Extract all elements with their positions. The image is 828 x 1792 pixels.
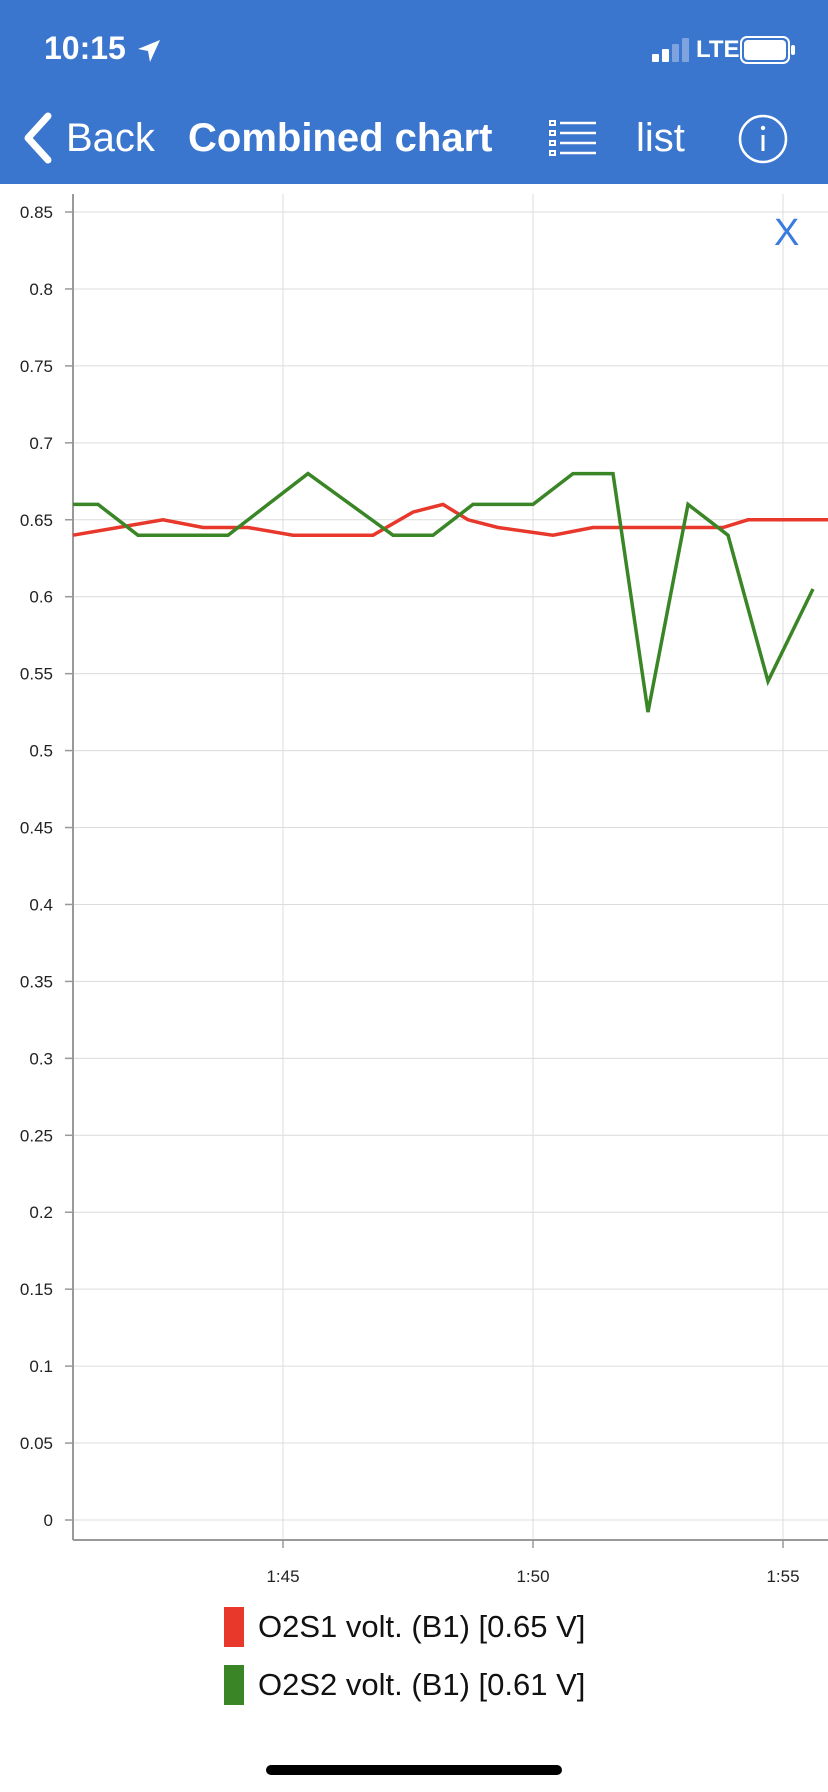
y-tick-label: 0.8 xyxy=(29,280,53,299)
list-button[interactable]: list xyxy=(636,116,685,160)
y-tick-label: 0.35 xyxy=(20,972,53,991)
y-tick-label: 0 xyxy=(44,1511,53,1530)
y-tick-label: 0.2 xyxy=(29,1203,53,1222)
y-tick-label: 0.85 xyxy=(20,203,53,222)
network-type: LTE xyxy=(696,36,740,63)
y-tick-label: 0.45 xyxy=(20,819,53,838)
battery-icon xyxy=(740,36,795,64)
y-tick-label: 0.6 xyxy=(29,588,53,607)
back-label: Back xyxy=(66,115,155,160)
navigation-bar: Back Combined chart list xyxy=(0,100,828,184)
signal-bars-icon xyxy=(652,38,689,62)
list-icon[interactable] xyxy=(548,118,598,160)
location-arrow-icon xyxy=(138,40,160,62)
legend-swatch xyxy=(224,1665,244,1705)
y-tick-label: 0.05 xyxy=(20,1434,53,1453)
y-tick-label: 0.55 xyxy=(20,665,53,684)
y-tick-label: 0.15 xyxy=(20,1280,53,1299)
page-title: Combined chart xyxy=(188,116,493,160)
status-time: 10:15 xyxy=(44,30,126,66)
series-line-1 xyxy=(72,502,828,537)
chevron-left-icon xyxy=(24,112,52,164)
home-indicator xyxy=(266,1765,562,1775)
y-tick-label: 0.4 xyxy=(29,895,53,914)
y-tick-label: 0.7 xyxy=(29,434,53,453)
y-tick-label: 0.75 xyxy=(20,357,53,376)
series-line-2 xyxy=(73,471,815,713)
legend-label: O2S1 volt. (B1) [0.65 V] xyxy=(258,1609,586,1644)
y-tick-label: 0.5 xyxy=(29,742,53,761)
legend-item: O2S1 volt. (B1) [0.65 V] xyxy=(224,1598,585,1656)
legend-label: O2S2 volt. (B1) [0.61 V] xyxy=(258,1667,586,1702)
back-button[interactable]: Back xyxy=(20,108,155,168)
x-tick-label: 1:50 xyxy=(516,1567,549,1584)
info-icon[interactable] xyxy=(738,114,788,164)
y-tick-label: 0.1 xyxy=(29,1357,53,1376)
legend-swatch xyxy=(224,1607,244,1647)
chart-legend: O2S1 volt. (B1) [0.65 V] O2S2 volt. (B1) … xyxy=(224,1598,585,1714)
line-chart: 0 0.05 0.1 0.15 0.2 0.25 0.3 0.35 0.4 0.45 0.5 0.55… xyxy=(20,194,828,1584)
x-tick-label: 1:45 xyxy=(266,1567,299,1584)
x-tick-label: 1:55 xyxy=(766,1567,799,1584)
legend-item: O2S2 volt. (B1) [0.61 V] xyxy=(224,1656,585,1714)
y-tick-label: 0.25 xyxy=(20,1126,53,1145)
y-tick-label: 0.3 xyxy=(29,1049,53,1068)
close-chart-button[interactable]: X xyxy=(774,212,800,254)
y-tick-label: 0.65 xyxy=(20,511,53,530)
status-bar: 10:15 LTE xyxy=(0,0,828,100)
